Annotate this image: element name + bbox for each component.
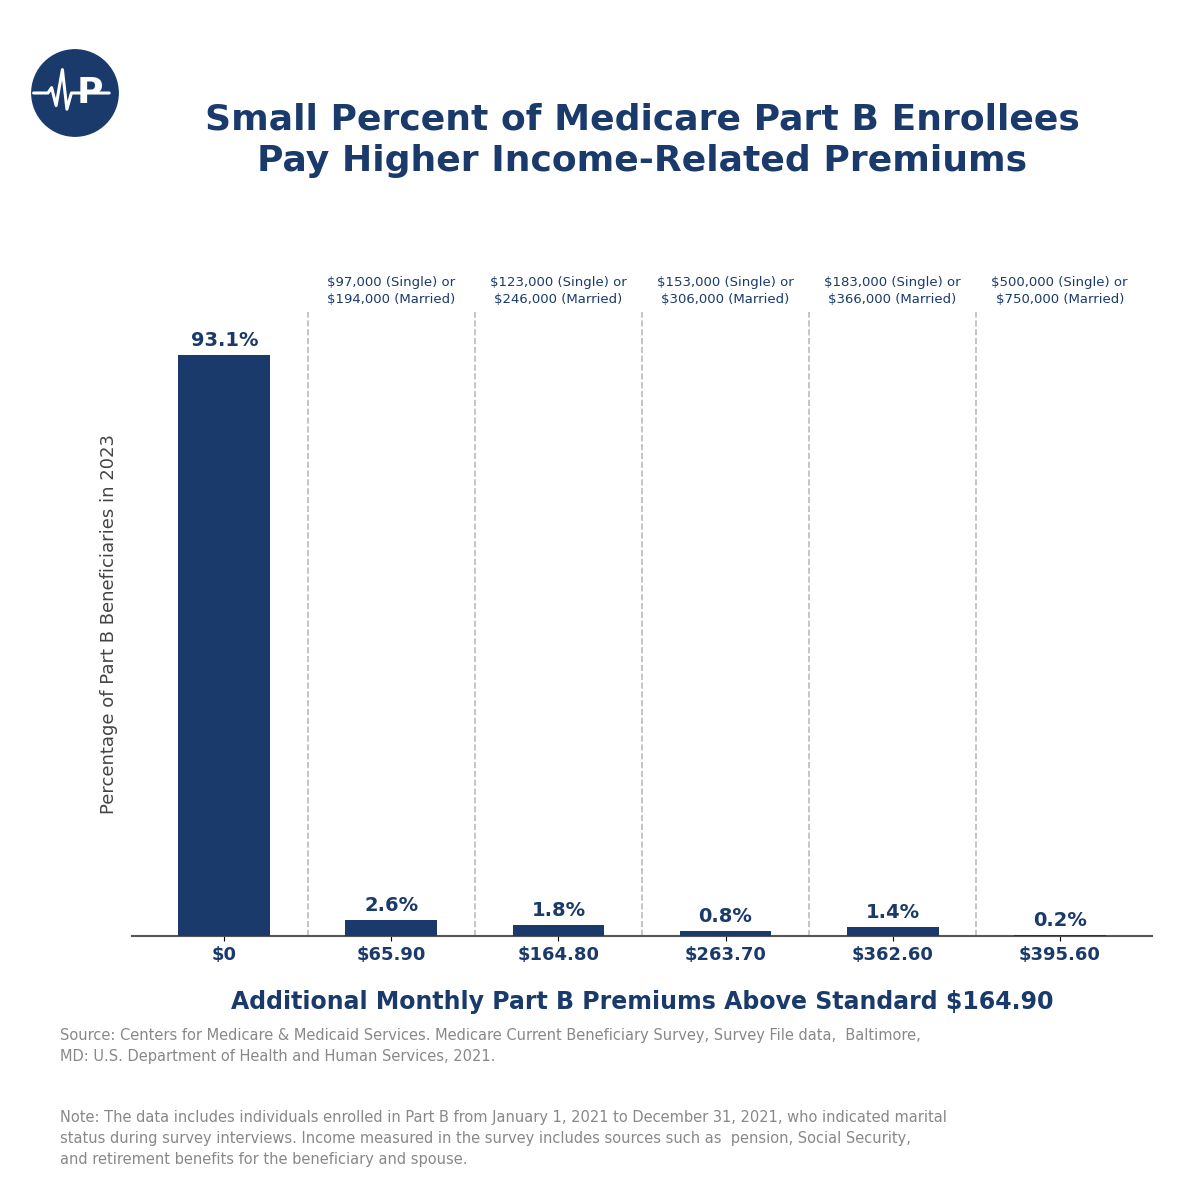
Text: 2.6%: 2.6% xyxy=(365,895,419,914)
Text: $97,000 (Single) or
$194,000 (Married): $97,000 (Single) or $194,000 (Married) xyxy=(328,276,456,306)
Text: 0.2%: 0.2% xyxy=(1033,911,1087,930)
Bar xyxy=(346,919,437,936)
Circle shape xyxy=(32,49,118,136)
Text: 1.8%: 1.8% xyxy=(532,901,586,919)
Text: 0.8%: 0.8% xyxy=(698,907,752,926)
Y-axis label: Percentage of Part B Beneficiaries in 2023: Percentage of Part B Beneficiaries in 20… xyxy=(100,434,118,814)
Text: Source: Centers for Medicare & Medicaid Services. Medicare Current Beneficiary S: Source: Centers for Medicare & Medicaid … xyxy=(60,1028,920,1064)
Text: $500,000 (Single) or
$750,000 (Married): $500,000 (Single) or $750,000 (Married) xyxy=(991,276,1128,306)
Text: Note: The data includes individuals enrolled in Part B from January 1, 2021 to D: Note: The data includes individuals enro… xyxy=(60,1110,947,1166)
Bar xyxy=(679,931,772,936)
Text: Small Percent of Medicare Part B Enrollees
Pay Higher Income-Related Premiums: Small Percent of Medicare Part B Enrolle… xyxy=(204,102,1080,178)
Bar xyxy=(1014,935,1105,936)
Text: $153,000 (Single) or
$306,000 (Married): $153,000 (Single) or $306,000 (Married) xyxy=(658,276,794,306)
Text: P: P xyxy=(77,76,103,110)
Text: 1.4%: 1.4% xyxy=(865,904,919,923)
Bar xyxy=(179,355,270,936)
Text: Additional Monthly Part B Premiums Above Standard $164.90: Additional Monthly Part B Premiums Above… xyxy=(230,990,1054,1014)
Bar xyxy=(512,925,605,936)
Text: $183,000 (Single) or
$366,000 (Married): $183,000 (Single) or $366,000 (Married) xyxy=(824,276,961,306)
Text: $123,000 (Single) or
$246,000 (Married): $123,000 (Single) or $246,000 (Married) xyxy=(490,276,626,306)
Text: 93.1%: 93.1% xyxy=(191,331,258,350)
Bar xyxy=(847,928,938,936)
